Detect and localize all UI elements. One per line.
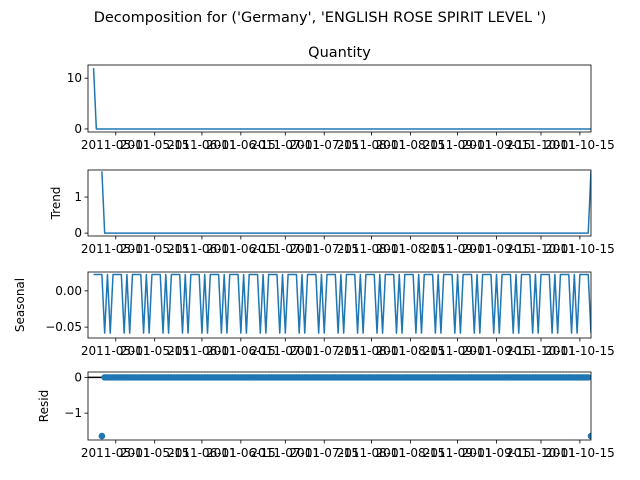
x-tick-label: 2011-06-01 xyxy=(167,344,237,358)
axes-frame xyxy=(87,64,592,133)
axes-frame xyxy=(87,169,592,237)
x-tick-label: 2011-10-01 xyxy=(506,344,576,358)
y-axis-label: Trend xyxy=(49,187,63,221)
y-tick-label: 10 xyxy=(67,71,82,85)
y-tick-label: 0.00 xyxy=(55,284,82,298)
x-tick-label: 2011-06-15 xyxy=(206,446,276,460)
panel-2: Trend012011-05-012011-05-152011-06-01201… xyxy=(49,169,615,256)
x-tick-label: 2011-05-15 xyxy=(120,138,190,152)
x-tick-label: 2011-07-15 xyxy=(289,138,359,152)
data-series xyxy=(101,171,591,234)
data-series xyxy=(88,374,591,440)
x-tick-label: 2011-05-01 xyxy=(81,344,151,358)
x-tick-label: 2011-08-01 xyxy=(337,138,407,152)
x-tick-label: 2011-10-15 xyxy=(545,446,615,460)
x-tick-label: 2011-05-01 xyxy=(81,138,151,152)
x-tick-label: 2011-10-15 xyxy=(545,344,615,358)
x-tick-label: 2011-09-15 xyxy=(462,344,532,358)
figure-title: Decomposition for ('Germany', 'ENGLISH R… xyxy=(94,10,547,26)
resid-point xyxy=(587,432,591,440)
x-tick-label: 2011-09-01 xyxy=(423,446,493,460)
x-tick-label: 2011-08-01 xyxy=(337,344,407,358)
y-tick-label: 0 xyxy=(74,226,82,240)
series-line xyxy=(92,68,591,130)
x-tick-label: 2011-05-15 xyxy=(120,446,190,460)
y-tick-label: 1 xyxy=(74,190,82,204)
y-axis-label: Resid xyxy=(37,390,51,422)
x-tick-label: 2011-07-15 xyxy=(289,446,359,460)
y-tick-label: 0 xyxy=(74,122,82,136)
y-tick-label: 0 xyxy=(74,370,82,384)
panel-3: Seasonal −0.050.002011-05-012011-05-15201… xyxy=(13,271,615,358)
x-tick-label: 2011-08-15 xyxy=(375,242,445,256)
x-tick-label: 2011-07-01 xyxy=(250,446,320,460)
x-tick-label: 2011-10-01 xyxy=(506,446,576,460)
x-tick-label: 2011-08-01 xyxy=(337,446,407,460)
x-tick-label: 2011-05-01 xyxy=(81,242,151,256)
x-tick-label: 2011-08-15 xyxy=(375,446,445,460)
data-series xyxy=(92,68,591,130)
x-tick-label: 2011-06-01 xyxy=(167,446,237,460)
x-tick-label: 2011-09-01 xyxy=(423,344,493,358)
x-tick-label: 2011-06-01 xyxy=(167,242,237,256)
x-tick-label: 2011-10-15 xyxy=(545,138,615,152)
x-tick-label: 2011-06-01 xyxy=(167,138,237,152)
x-tick-label: 2011-10-15 xyxy=(545,242,615,256)
x-tick-label: 2011-08-01 xyxy=(337,242,407,256)
x-tick-label: 2011-05-01 xyxy=(81,446,151,460)
series-line xyxy=(93,273,591,334)
data-series xyxy=(93,273,591,334)
axes-frame xyxy=(87,371,592,441)
x-tick-label: 2011-06-15 xyxy=(206,138,276,152)
y-tick-label: −0.05 xyxy=(45,320,82,334)
x-tick-label: 2011-06-15 xyxy=(206,242,276,256)
x-tick-label: 2011-05-15 xyxy=(120,344,190,358)
x-tick-label: 2011-07-15 xyxy=(289,344,359,358)
x-tick-label: 2011-09-15 xyxy=(462,446,532,460)
resid-point xyxy=(98,432,106,440)
x-tick-label: 2011-07-01 xyxy=(250,344,320,358)
x-tick-label: 2011-09-15 xyxy=(462,242,532,256)
x-tick-label: 2011-07-01 xyxy=(250,138,320,152)
x-tick-label: 2011-09-01 xyxy=(423,138,493,152)
x-tick-label: 2011-08-15 xyxy=(375,138,445,152)
x-tick-label: 2011-10-01 xyxy=(506,242,576,256)
y-axis-label: Seasonal xyxy=(13,278,27,332)
panel-4: Resid −102011-05-012011-05-152011-06-0120… xyxy=(37,370,615,460)
x-tick-label: 2011-06-15 xyxy=(206,344,276,358)
series-line xyxy=(101,171,591,234)
x-tick-label: 2011-09-15 xyxy=(462,138,532,152)
x-tick-label: 2011-05-15 xyxy=(120,242,190,256)
y-tick-label: −1 xyxy=(64,406,82,420)
panel-title: Quantity xyxy=(308,45,371,61)
x-tick-label: 2011-09-01 xyxy=(423,242,493,256)
resid-point xyxy=(584,374,591,381)
subplot-panels: Quantity0102011-05-012011-05-152011-06-0… xyxy=(13,45,615,460)
panel-1: Quantity 0 10 2011-05-012011-05-152011-06-0… xyxy=(67,45,615,152)
x-tick-label: 2011-08-15 xyxy=(375,344,445,358)
x-tick-label: 2011-07-01 xyxy=(250,242,320,256)
x-tick-label: 2011-10-01 xyxy=(506,138,576,152)
x-tick-label: 2011-07-15 xyxy=(289,242,359,256)
axes-frame xyxy=(87,271,592,339)
